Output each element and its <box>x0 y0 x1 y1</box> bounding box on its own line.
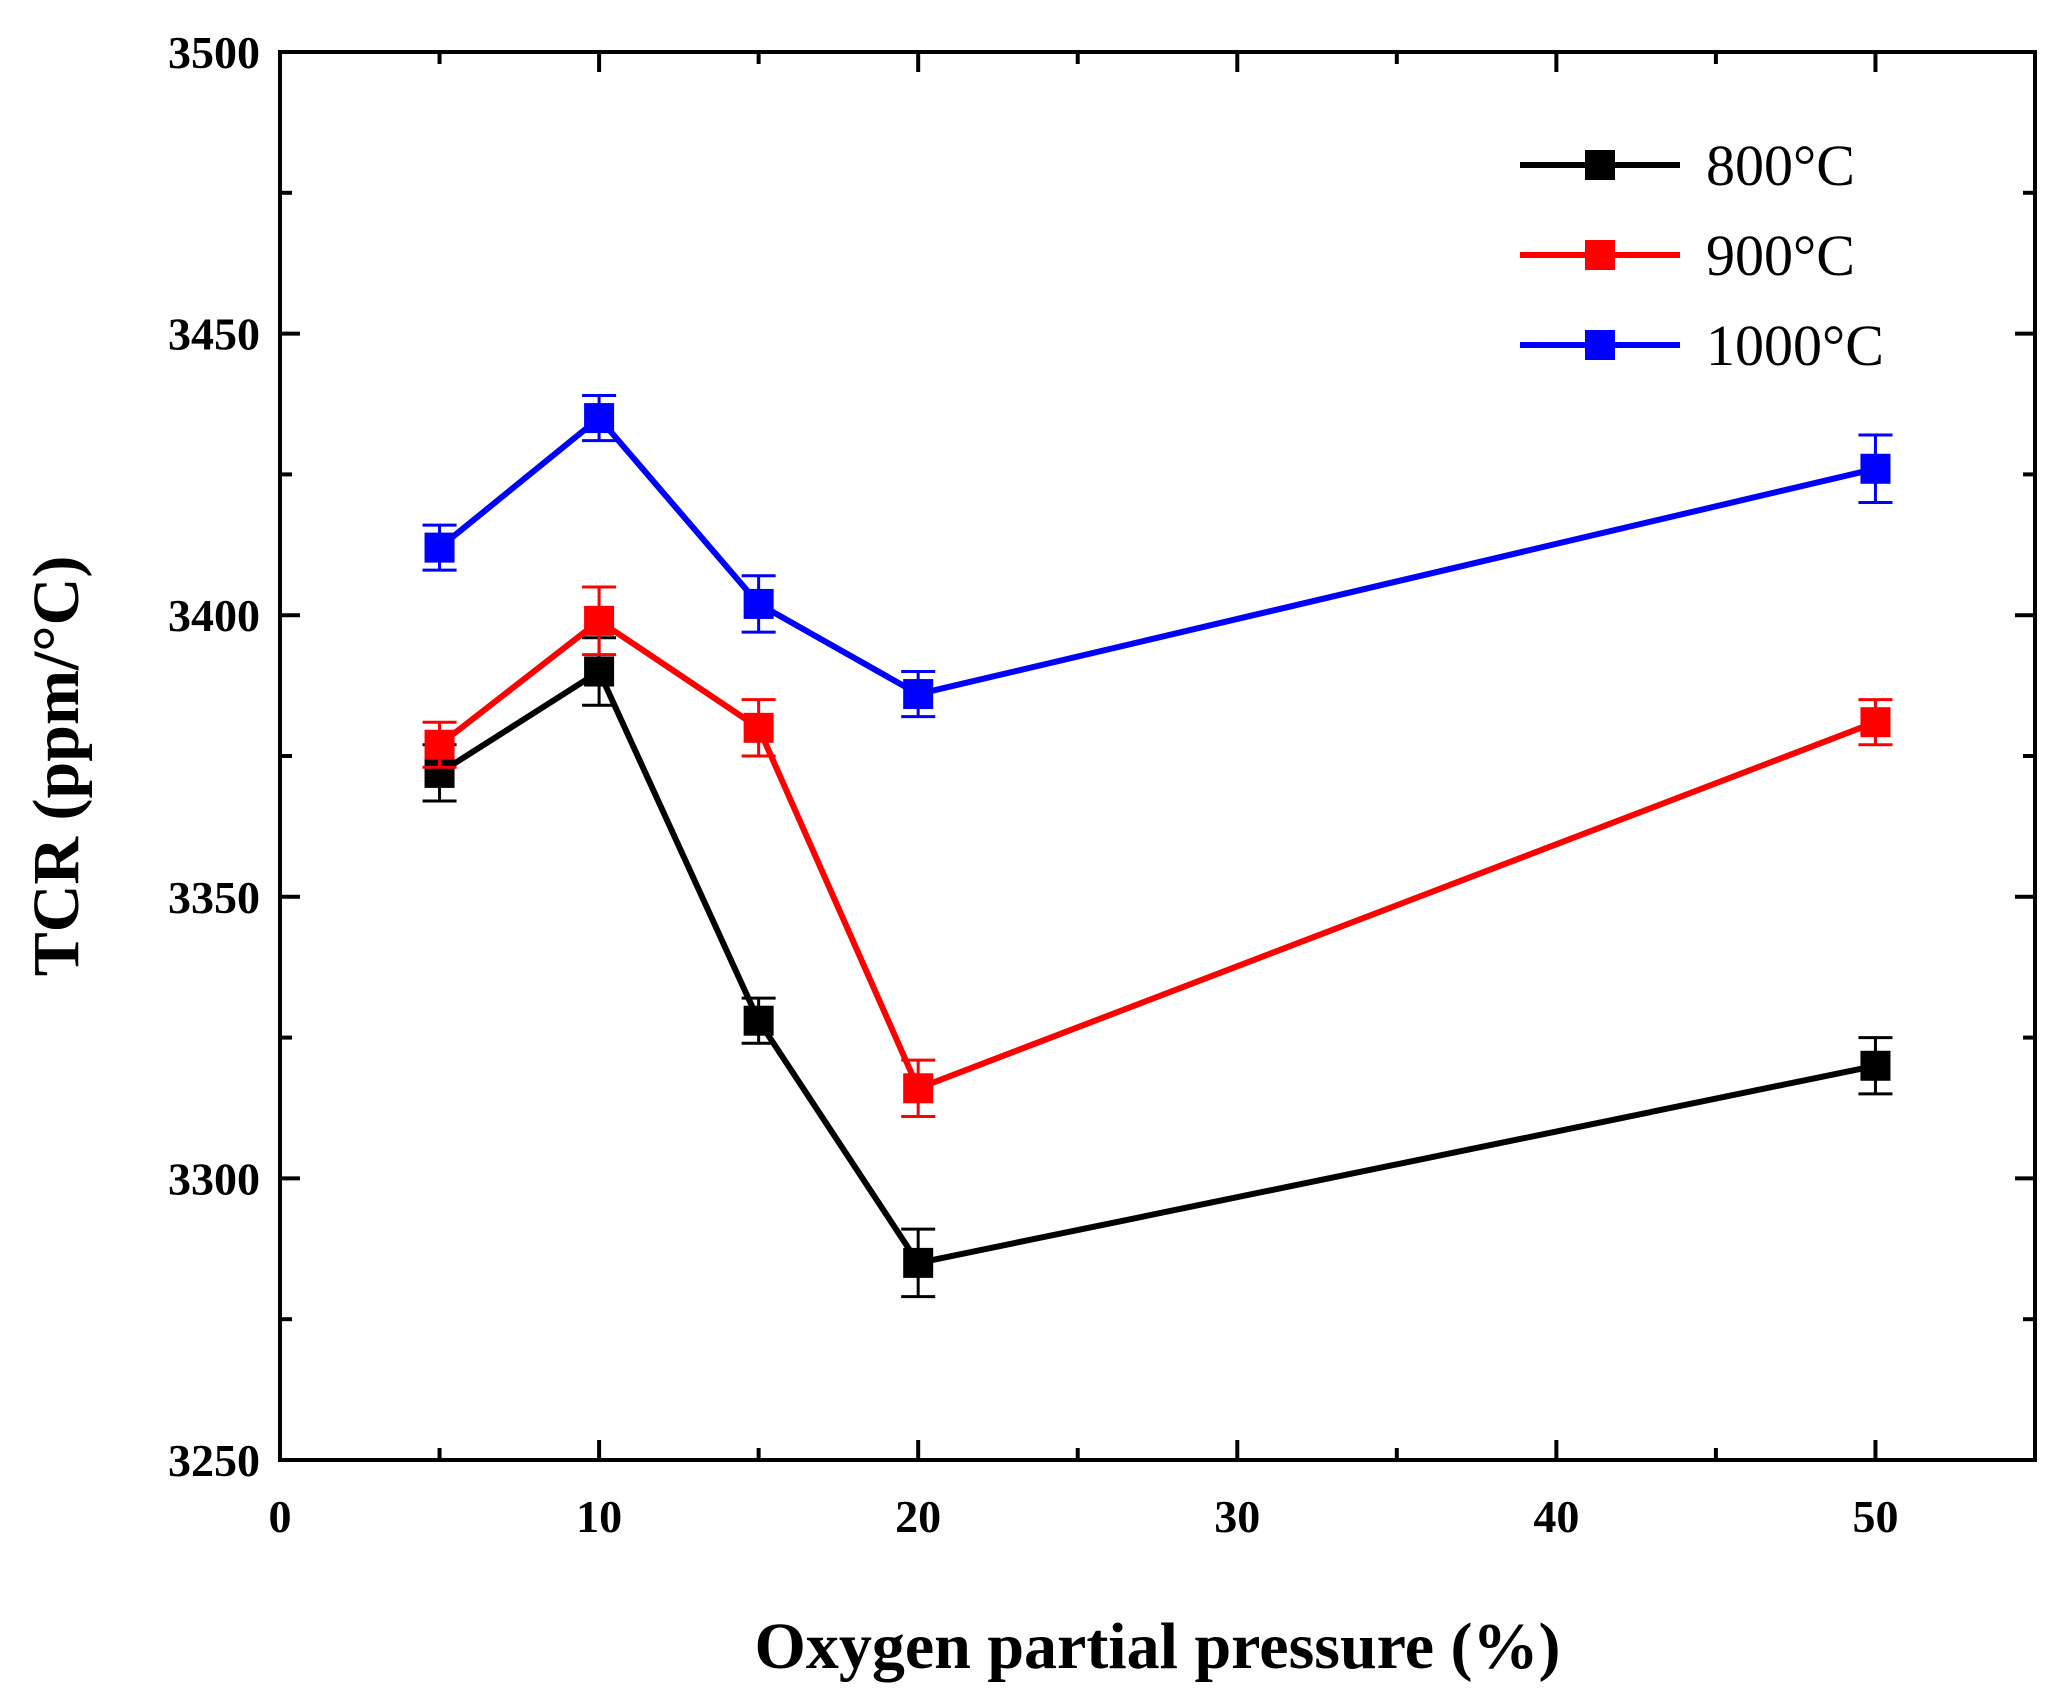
data-point <box>1860 453 1891 484</box>
legend-item-1000°C: 1000°C <box>1520 313 1884 378</box>
data-point <box>584 656 615 687</box>
legend-label: 900°C <box>1706 223 1855 288</box>
x-tick-label: 50 <box>1852 1491 1898 1542</box>
y-axis-title: TCR (ppm/°C) <box>20 556 93 977</box>
data-point <box>743 1005 774 1036</box>
y-tick-label: 3500 <box>168 27 260 78</box>
y-tick-label: 3300 <box>168 1153 260 1204</box>
y-tick-label: 3350 <box>168 872 260 923</box>
data-point <box>424 532 455 563</box>
y-tick-label: 3400 <box>168 590 260 641</box>
series-layer <box>422 394 1893 1299</box>
legend-item-900°C: 900°C <box>1520 223 1855 288</box>
data-point <box>903 1073 934 1104</box>
legend-item-800°C: 800°C <box>1520 133 1855 198</box>
legend: 800°C 900°C 1000°C <box>1520 133 1884 378</box>
series-line <box>437 415 1877 698</box>
series-900°C <box>422 585 1893 1118</box>
series-line <box>437 668 1877 1266</box>
x-tick-label: 30 <box>1214 1491 1260 1542</box>
data-point <box>903 679 934 710</box>
data-point <box>1860 707 1891 738</box>
x-axis-title: Oxygen partial pressure (%) <box>754 1610 1560 1683</box>
legend-marker <box>1585 150 1615 180</box>
legend-marker <box>1585 330 1615 360</box>
data-point <box>743 712 774 743</box>
data-point <box>584 403 615 434</box>
y-tick-label: 3250 <box>168 1435 260 1486</box>
legend-label: 1000°C <box>1706 313 1884 378</box>
axes: 0 10 20 30 40 50 3250 3300 3350 3400 3450 3500 <box>168 27 2037 1542</box>
series-line <box>437 617 1877 1092</box>
data-point <box>1860 1050 1891 1081</box>
x-tick-label: 10 <box>576 1491 622 1542</box>
series-1000°C <box>422 394 1893 719</box>
legend-marker <box>1585 240 1615 270</box>
series-800°C <box>422 636 1893 1299</box>
data-point <box>584 605 615 636</box>
data-point <box>903 1247 934 1278</box>
x-tick-label: 40 <box>1533 1491 1579 1542</box>
y-tick-label: 3450 <box>168 309 260 360</box>
legend-label: 800°C <box>1706 133 1855 198</box>
data-point <box>424 729 455 760</box>
x-tick-label: 0 <box>269 1491 292 1542</box>
data-point <box>743 588 774 619</box>
x-tick-label: 20 <box>895 1491 941 1542</box>
